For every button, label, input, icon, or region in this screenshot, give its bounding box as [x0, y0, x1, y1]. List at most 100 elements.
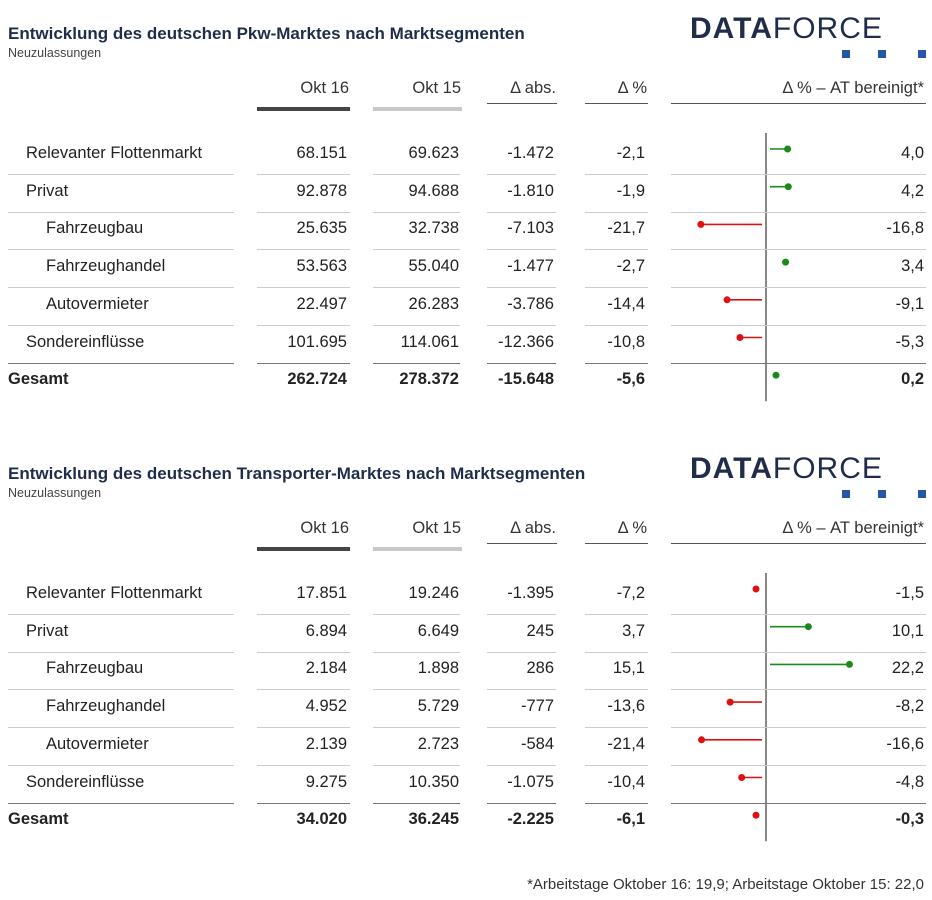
cell-pct: -7,2	[616, 584, 645, 602]
row-divider	[373, 287, 460, 289]
dataforce-logo: DATAFORCE	[690, 452, 930, 502]
cell-adjusted: 3,4	[901, 257, 924, 276]
row-divider	[487, 727, 556, 729]
column-header: Okt 15	[412, 519, 461, 537]
cell-pct: 15,1	[612, 659, 645, 678]
row-divider	[257, 174, 350, 175]
cell-okt15: 114.061	[400, 332, 459, 351]
row-divider	[373, 651, 460, 653]
row-divider	[373, 802, 460, 804]
cell-okt16: 68.151	[296, 144, 347, 162]
cell-okt15: 26.283	[408, 294, 459, 313]
cell-okt15: 10.350	[408, 772, 459, 791]
lollipop-dot	[752, 811, 760, 819]
cell-pct: -1,9	[616, 181, 645, 200]
lollipop-dot	[804, 623, 812, 631]
cell-pct: -10,4	[607, 772, 645, 791]
row-divider	[671, 614, 926, 615]
row-divider	[257, 727, 350, 729]
column-header: Okt 15	[412, 79, 461, 97]
row-divider	[257, 689, 350, 691]
cell-okt16: 2.184	[305, 659, 347, 678]
header-underline	[487, 543, 557, 544]
cell-okt15: 36.245	[408, 810, 459, 829]
row-divider	[585, 614, 648, 615]
row-divider	[373, 764, 460, 766]
cell-okt16: 101.695	[287, 332, 347, 351]
row-divider	[585, 287, 648, 289]
cell-adjusted: 4,2	[901, 181, 924, 200]
row-divider	[8, 324, 234, 326]
cell-abs: -1.477	[507, 257, 554, 276]
row-divider	[585, 362, 648, 364]
row-divider	[8, 362, 234, 364]
header-underline	[585, 543, 648, 544]
cell-okt15: 5.729	[417, 697, 459, 716]
row-divider	[257, 324, 350, 326]
header-underline	[373, 107, 462, 111]
column-header: Δ abs.	[510, 79, 556, 97]
cell-adjusted: -1,5	[895, 584, 924, 602]
cell-abs: 286	[526, 659, 554, 678]
cell-adjusted: 10,1	[891, 621, 924, 640]
section-title: Entwicklung des deutschen Transporter-Ma…	[8, 464, 586, 483]
header-underline	[585, 103, 648, 104]
row-divider	[8, 249, 234, 251]
row-divider	[671, 362, 926, 364]
lollipop-chart	[698, 573, 853, 842]
row-label: Fahrzeugbau	[46, 659, 144, 678]
row-divider	[671, 764, 926, 766]
lollipop-dot	[845, 660, 853, 668]
row-divider	[257, 802, 350, 804]
cell-okt15: 94.688	[408, 181, 459, 200]
cell-adjusted: -16,8	[886, 219, 924, 238]
row-divider	[257, 362, 350, 364]
lollipop-dot	[752, 585, 760, 593]
cell-abs: 245	[526, 621, 554, 640]
cell-okt16: 25.635	[296, 219, 347, 238]
lollipop-dot	[723, 296, 731, 304]
row-label: Fahrzeughandel	[46, 697, 166, 716]
lollipop-dot	[784, 145, 792, 153]
cell-pct: -14,4	[607, 294, 645, 313]
lollipop-dot	[726, 698, 734, 706]
row-divider	[585, 651, 648, 653]
row-divider	[257, 651, 350, 653]
cell-abs: -1.075	[507, 772, 554, 791]
row-divider	[585, 249, 648, 251]
row-divider	[671, 287, 926, 289]
cell-adjusted: 0,2	[901, 370, 924, 389]
cell-adjusted: 22,2	[891, 659, 924, 678]
header-underline	[487, 103, 557, 104]
row-label: Gesamt	[8, 810, 69, 829]
column-header: Δ %	[617, 519, 647, 537]
row-divider	[373, 211, 460, 213]
row-divider	[257, 764, 350, 766]
row-divider	[257, 249, 350, 251]
lollipop-dot	[736, 334, 744, 341]
column-header: Δ abs.	[510, 519, 556, 537]
row-divider	[585, 764, 648, 766]
row-label: Autovermieter	[46, 734, 149, 753]
row-divider	[257, 614, 350, 615]
row-divider	[585, 324, 648, 326]
row-divider	[8, 287, 234, 289]
header-underline	[671, 103, 926, 104]
row-divider	[487, 614, 556, 615]
cell-okt16: 262.724	[287, 370, 347, 389]
row-divider	[671, 689, 926, 691]
row-divider	[585, 727, 648, 729]
row-divider	[487, 324, 556, 326]
cell-abs: -1.395	[507, 584, 554, 602]
cell-pct: -5,6	[616, 370, 645, 389]
cell-abs: -1.810	[507, 181, 554, 200]
cell-okt16: 53.563	[296, 257, 347, 276]
row-divider	[487, 764, 556, 766]
logo-square	[878, 50, 886, 58]
row-divider	[8, 651, 234, 653]
row-divider	[585, 802, 648, 804]
section-subtitle: Neuzulassungen	[8, 46, 102, 60]
lollipop-dot	[738, 774, 746, 781]
lollipop-dot	[782, 258, 790, 266]
row-label: Privat	[26, 181, 69, 200]
